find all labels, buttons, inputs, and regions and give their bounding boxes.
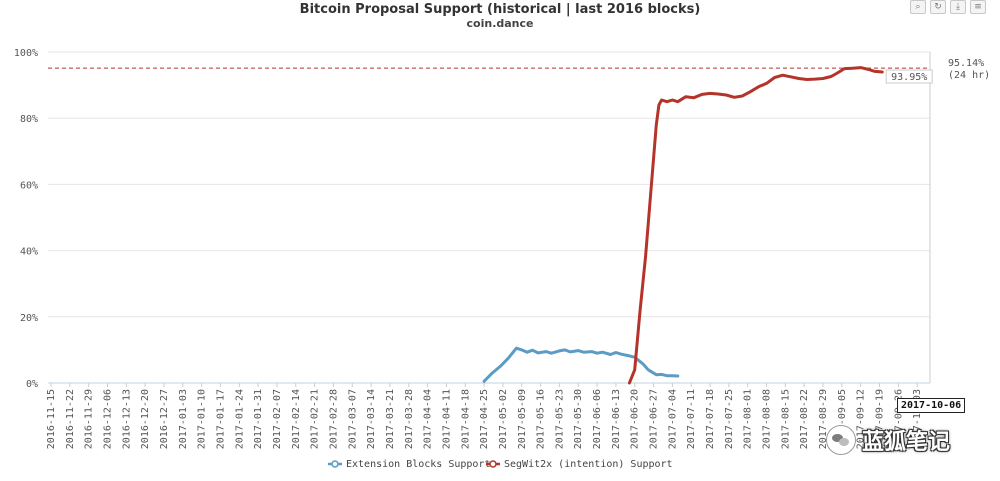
x-tick-label: 2017-07-04 bbox=[667, 389, 678, 449]
x-tick-label: 2017-06-13 bbox=[611, 389, 622, 449]
x-tick-label: 2017-05-02 bbox=[498, 389, 509, 449]
x-tick-label: 2017-09-05 bbox=[837, 389, 848, 449]
date-tooltip: 2017-10-06 bbox=[897, 398, 966, 413]
x-tick-label: 2017-08-01 bbox=[743, 389, 754, 449]
last-value-label: 93.95% bbox=[891, 72, 927, 83]
legend-item-segwit2x: SegWit2x (intention) Support bbox=[504, 459, 673, 470]
x-tick-label: 2017-07-11 bbox=[686, 389, 697, 449]
legend-marker bbox=[331, 460, 339, 468]
chart-toolbar: ⌕ ↻ ⤓ ≡ bbox=[910, 0, 986, 14]
reset-icon[interactable]: ↻ bbox=[930, 0, 946, 14]
series-line-extension-blocks bbox=[482, 346, 680, 383]
x-tick-label: 2017-05-30 bbox=[573, 389, 584, 449]
x-tick-label: 2017-04-25 bbox=[479, 389, 490, 449]
legend-item-extension-blocks: Extension Blocks Support bbox=[346, 459, 491, 470]
chart-title: Bitcoin Proposal Support (historical | l… bbox=[299, 2, 701, 17]
x-tick-label: 2017-02-21 bbox=[310, 389, 321, 449]
menu-icon[interactable]: ≡ bbox=[970, 0, 986, 14]
x-tick-label: 2016-11-29 bbox=[84, 389, 95, 449]
watermark: 蓝狐笔记 bbox=[826, 424, 950, 456]
x-tick-label: 2016-12-13 bbox=[121, 389, 132, 449]
x-tick-label: 2017-02-07 bbox=[272, 389, 283, 449]
x-tick-label: 2017-06-27 bbox=[649, 389, 660, 449]
x-tick-label: 2017-07-18 bbox=[705, 389, 716, 449]
reference-line-sublabel: (24 hr) bbox=[948, 70, 990, 81]
x-tick-label: 2017-05-09 bbox=[517, 389, 528, 449]
x-tick-label: 2017-09-26 bbox=[893, 389, 904, 449]
x-tick-label: 2017-02-28 bbox=[328, 389, 339, 449]
x-tick-label: 2017-08-29 bbox=[818, 389, 829, 449]
legend-marker bbox=[489, 460, 497, 468]
x-tick-label: 2016-12-20 bbox=[140, 389, 151, 449]
x-tick-label: 2017-08-08 bbox=[762, 389, 773, 449]
x-tick-label: 2017-01-31 bbox=[253, 389, 264, 449]
x-tick-label: 2017-03-21 bbox=[385, 389, 396, 449]
watermark-logo-icon bbox=[826, 425, 856, 455]
x-tick-label: 2017-09-19 bbox=[875, 389, 886, 449]
x-tick-label: 2017-07-25 bbox=[724, 389, 735, 449]
x-tick-label: 2017-04-04 bbox=[423, 389, 434, 449]
x-tick-label: 2017-05-16 bbox=[536, 389, 547, 449]
last-value-box bbox=[885, 69, 933, 84]
x-tick-label: 2016-11-22 bbox=[65, 389, 76, 449]
x-tick-label: 2016-11-15 bbox=[46, 389, 57, 449]
x-tick-label: 2017-01-03 bbox=[178, 389, 189, 449]
y-tick-label: 0% bbox=[26, 379, 38, 390]
x-tick-label: 2017-03-28 bbox=[404, 389, 415, 449]
x-tick-label: 2017-04-11 bbox=[441, 389, 452, 449]
y-tick-label: 80% bbox=[20, 114, 38, 125]
x-tick-label: 2016-12-06 bbox=[102, 389, 113, 449]
x-tick-label: 2017-03-07 bbox=[347, 389, 358, 449]
x-tick-label: 2017-01-17 bbox=[215, 389, 226, 449]
y-tick-label: 60% bbox=[20, 180, 38, 191]
x-tick-label: 2017-05-23 bbox=[554, 389, 565, 449]
x-tick-label: 2017-10-03 bbox=[912, 389, 923, 449]
x-tick-label: 2017-06-06 bbox=[592, 389, 603, 449]
x-tick-label: 2017-04-18 bbox=[460, 389, 471, 449]
export-icon[interactable]: ⤓ bbox=[950, 0, 966, 14]
x-tick-label: 2016-12-27 bbox=[159, 389, 170, 449]
y-tick-label: 20% bbox=[20, 313, 38, 324]
series-line-segwit2x bbox=[627, 66, 884, 385]
x-tick-label: 2017-03-14 bbox=[366, 389, 377, 449]
x-tick-label: 2017-08-22 bbox=[799, 389, 810, 449]
x-tick-label: 2017-01-10 bbox=[197, 389, 208, 449]
x-tick-label: 2017-08-15 bbox=[780, 389, 791, 449]
zoom-icon[interactable]: ⌕ bbox=[910, 0, 926, 14]
chart-subtitle: coin.dance bbox=[466, 17, 534, 30]
y-tick-label: 40% bbox=[20, 247, 38, 258]
x-tick-label: 2017-06-20 bbox=[630, 389, 641, 449]
reference-line-label: 95.14% bbox=[948, 58, 984, 69]
y-tick-label: 100% bbox=[14, 48, 38, 59]
x-tick-label: 2017-01-24 bbox=[234, 389, 245, 449]
x-tick-label: 2017-09-12 bbox=[856, 389, 867, 449]
watermark-text: 蓝狐笔记 bbox=[862, 430, 951, 455]
x-tick-label: 2017-02-14 bbox=[291, 389, 302, 449]
